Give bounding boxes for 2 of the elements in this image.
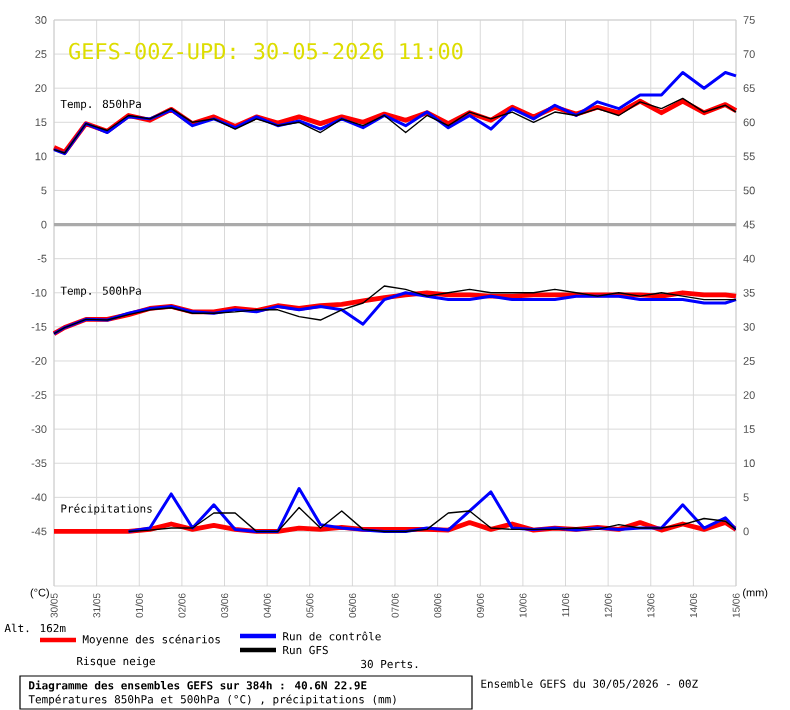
line-series xyxy=(52,71,738,156)
text: GEFS-00Z-UPD: 30-05-2026 11:00 xyxy=(69,42,463,60)
